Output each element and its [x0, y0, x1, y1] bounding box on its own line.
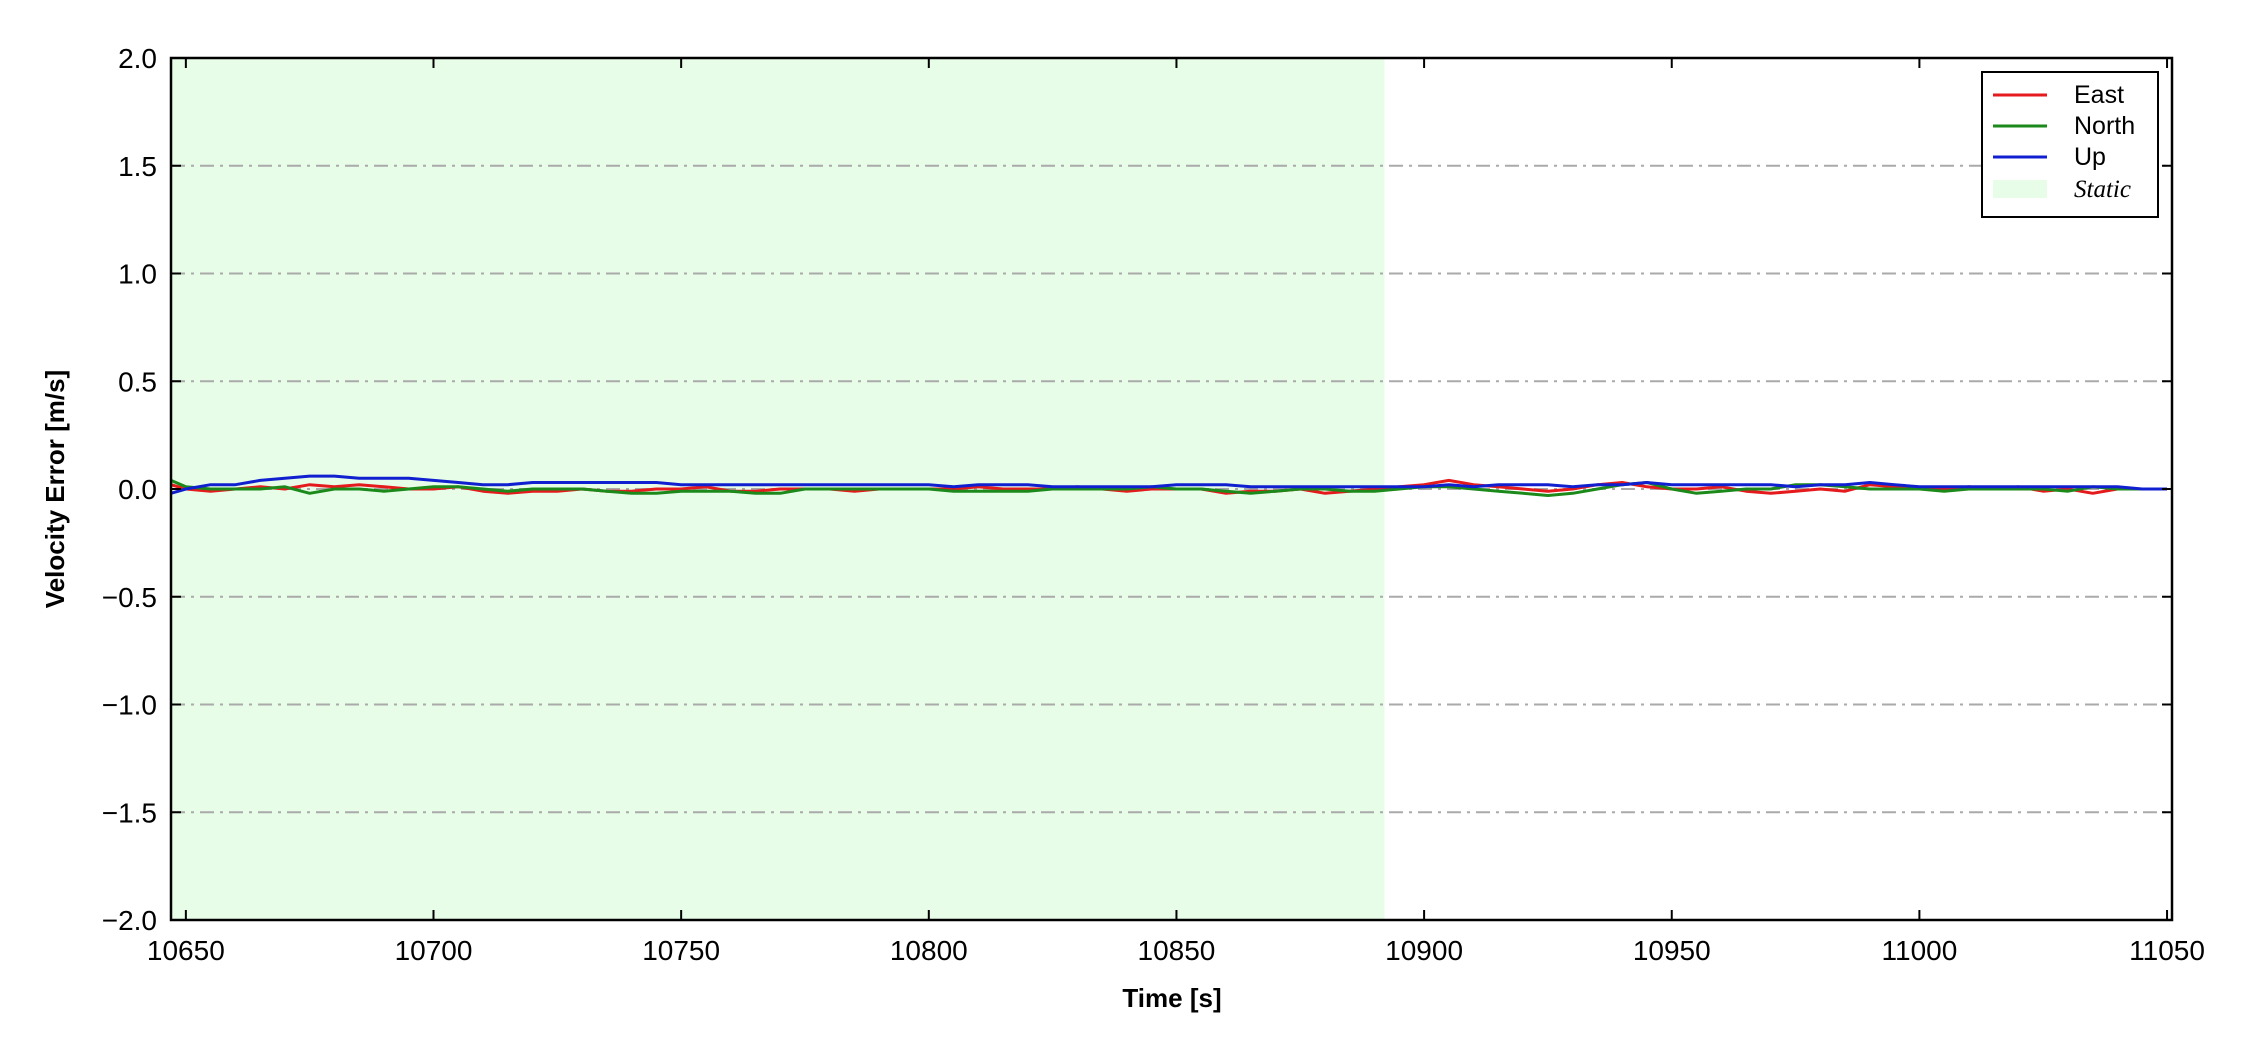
y-tick-label: 0.0 [118, 474, 157, 505]
y-tick-label: 1.5 [118, 151, 157, 182]
y-tick-label: 0.5 [118, 366, 157, 397]
y-tick-label: −1.0 [102, 690, 157, 721]
x-tick-label: 10700 [395, 935, 473, 966]
x-tick-label: 11050 [2129, 935, 2205, 966]
legend-label-static: Static [2074, 176, 2131, 203]
legend-label-north: North [2074, 112, 2135, 140]
series-lines [170, 474, 2167, 497]
legend-label-east: East [2074, 81, 2124, 109]
x-tick-label: 10850 [1138, 935, 1216, 966]
y-tick-label: 2.0 [118, 43, 157, 74]
x-tick-label: 10900 [1385, 935, 1463, 966]
x-tick-label: 10950 [1633, 935, 1711, 966]
x-tick-label: 10800 [890, 935, 968, 966]
y-tick-label: −1.5 [102, 797, 157, 828]
axis-ticks [171, 57, 2172, 921]
y-tick-label: −2.0 [102, 905, 157, 936]
y-axis-title: Velocity Error [m/s] [40, 370, 70, 608]
y-tick-label: 1.0 [118, 259, 157, 290]
x-tick-label: 10750 [642, 935, 720, 966]
x-tick-labels: 10650 10700 10750 10800 10850 10900 10950 11000… [147, 935, 2205, 966]
x-tick-label: 10650 [147, 935, 225, 966]
y-tick-label: −0.5 [102, 582, 157, 613]
legend: East North Up Static [1981, 71, 2159, 218]
x-axis-title: Time [s] [1122, 983, 1221, 1013]
y-tick-labels: 2.0 1.5 1.0 0.5 0.0 −0.5 −1.0 −1.5 −2.0 [102, 43, 157, 936]
legend-swatch-static [1993, 180, 2047, 198]
x-tick-label: 11000 [1882, 935, 1958, 966]
series-line-up [170, 474, 2167, 495]
legend-label-up: Up [2074, 143, 2106, 171]
